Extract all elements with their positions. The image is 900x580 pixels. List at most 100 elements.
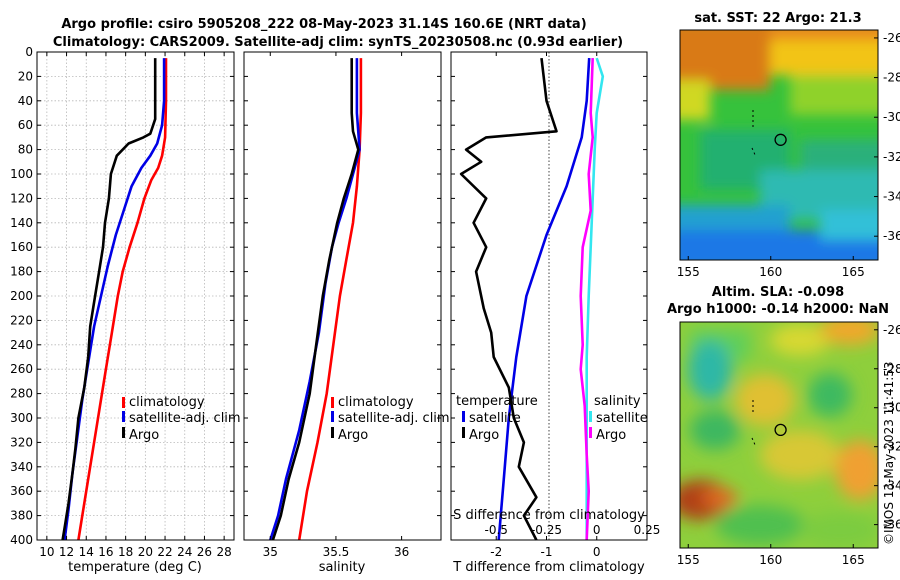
- temperature-panel: 0 20 40 60 80 100 120 140 160 180 200 220 240 260 280 3…: [10, 45, 241, 575]
- legend-satellite-swatch: [331, 411, 334, 422]
- sla-map-title-line1: Altim. SLA: -0.098: [712, 285, 844, 300]
- map-y-tick-label: -30: [883, 110, 900, 124]
- x-tick-label: 16: [98, 545, 113, 559]
- series-line-climatology: [77, 58, 168, 541]
- x-tick-label: -1: [541, 545, 553, 559]
- map-y-tick-label: -28: [883, 362, 900, 376]
- x-tick-label: 22: [157, 545, 172, 559]
- legend-argo-label: Argo: [338, 428, 368, 443]
- y-tick-label: 240: [10, 338, 33, 352]
- legend-S-satellite-swatch: [589, 411, 592, 422]
- x-tick-label: 14: [79, 545, 94, 559]
- x-tick-label: 26: [197, 545, 212, 559]
- temperature-ticks: 0 20 40 60 80 100 120 140 160 180 200 220 240 260 280 3…: [10, 45, 234, 559]
- y-tick-label: 40: [18, 94, 33, 108]
- y-tick-label: 100: [10, 167, 33, 181]
- legend-climatology-label: climatology: [338, 395, 414, 410]
- legend-argo-label: Argo: [129, 428, 159, 443]
- sst-map-frame: [679, 29, 879, 261]
- salinity-xlabel: salinity: [319, 560, 366, 575]
- y-tick-label: 20: [18, 69, 33, 83]
- y-tick-label: 400: [10, 533, 33, 547]
- series-line-t-satellite: [497, 58, 591, 541]
- s-axis-tick-label: 0: [593, 523, 601, 537]
- x-tick-label: -2: [490, 545, 502, 559]
- series-line-s-satellite: [585, 57, 605, 540]
- temperature-legend: climatology satellite-adj. clim Argo: [122, 395, 241, 443]
- difference-legend: temperature satellite Argo salinity sate…: [456, 394, 648, 443]
- x-tick-label: 10: [39, 545, 54, 559]
- map-y-tick-label: -36: [883, 229, 900, 243]
- x-tick-label: 35: [263, 545, 278, 559]
- map-y-tick-label: -30: [883, 401, 900, 415]
- y-tick-label: 320: [10, 435, 33, 449]
- y-tick-label: 200: [10, 289, 33, 303]
- difference-lines: [459, 57, 605, 541]
- legend-satellite-label: satellite-adj. clim: [129, 411, 241, 426]
- series-line-argo: [271, 58, 360, 541]
- map-x-tick-label: 160: [759, 265, 782, 279]
- x-tick-label: 24: [177, 545, 192, 559]
- salinity-ticks: 35 35.5 36: [244, 51, 441, 559]
- y-tick-label: 260: [10, 362, 33, 376]
- series-line-t-argo: [459, 57, 558, 541]
- map-y-tick-label: -26: [883, 323, 900, 337]
- legend-T-satellite-swatch: [462, 411, 465, 422]
- x-tick-label: 0: [593, 545, 601, 559]
- y-tick-label: 300: [10, 411, 33, 425]
- x-tick-label: 20: [138, 545, 153, 559]
- y-tick-label: 220: [10, 313, 33, 327]
- sst-map-ticks: 155 160 165 -26 -28 -30 -32 -34 -36: [677, 31, 900, 279]
- map-y-tick-label: -28: [883, 71, 900, 85]
- sla-map: Altim. SLA: -0.098 Argo h1000: -0.14 h20…: [667, 285, 900, 567]
- legend-climatology-label: climatology: [129, 395, 205, 410]
- y-tick-label: 180: [10, 265, 33, 279]
- legend-temperature-title: temperature: [456, 394, 538, 409]
- map-x-tick-label: 160: [759, 553, 782, 567]
- legend-S-argo-label: Argo: [596, 428, 626, 443]
- map-y-tick-label: -34: [883, 190, 900, 204]
- legend-climatology-swatch: [122, 397, 125, 408]
- profile-location-marker: [774, 133, 787, 146]
- sla-map-frame: [679, 321, 879, 549]
- legend-climatology-swatch: [331, 397, 334, 408]
- salinity-plot-area: [244, 52, 441, 540]
- float-track: [751, 437, 757, 448]
- y-tick-label: 160: [10, 240, 33, 254]
- temperature-lines: [61, 58, 168, 541]
- sla-map-title-line2: Argo h1000: -0.14 h2000: NaN: [667, 302, 889, 317]
- legend-satellite-label: satellite-adj. clim: [338, 411, 450, 426]
- y-tick-label: 380: [10, 509, 33, 523]
- temperature-xlabel: temperature (deg C): [68, 560, 202, 575]
- map-y-tick-label: -26: [883, 31, 900, 45]
- series-line-argo: [61, 58, 157, 541]
- y-tick-label: 0: [25, 45, 33, 59]
- difference-xlabel-S: S difference from climatology: [453, 508, 645, 523]
- x-tick-label: 35.5: [323, 545, 350, 559]
- figure-title-line2: Climatology: CARS2009. Satellite-adj cli…: [53, 35, 623, 50]
- map-x-tick-label: 165: [842, 553, 865, 567]
- legend-argo-swatch: [331, 427, 334, 438]
- sla-map-field: [680, 322, 878, 548]
- y-tick-label: 360: [10, 484, 33, 498]
- map-x-tick-label: 155: [677, 265, 700, 279]
- sst-map-title: sat. SST: 22 Argo: 21.3: [694, 11, 861, 26]
- profile-location-marker: [774, 423, 787, 437]
- temperature-grid: [37, 52, 234, 540]
- salinity-lines: [269, 58, 363, 541]
- salinity-legend: climatology satellite-adj. clim Argo: [331, 395, 450, 443]
- x-tick-label: 18: [118, 545, 133, 559]
- legend-T-argo-swatch: [462, 427, 465, 438]
- legend-argo-swatch: [122, 427, 125, 438]
- map-x-tick-label: 155: [677, 553, 700, 567]
- s-axis-tick-label: 0.25: [634, 523, 661, 537]
- legend-T-satellite-label: satellite: [469, 411, 521, 426]
- y-tick-label: 340: [10, 460, 33, 474]
- map-x-tick-label: 165: [842, 265, 865, 279]
- figure-title-line1: Argo profile: csiro 5905208_222 08-May-2…: [61, 17, 586, 32]
- sst-map: sat. SST: 22 Argo: 21.3 155 160 165 -26 -28 -…: [677, 11, 900, 279]
- map-y-tick-label: -32: [883, 150, 900, 164]
- map-y-tick-label: -36: [883, 518, 900, 532]
- y-tick-label: 120: [10, 191, 33, 205]
